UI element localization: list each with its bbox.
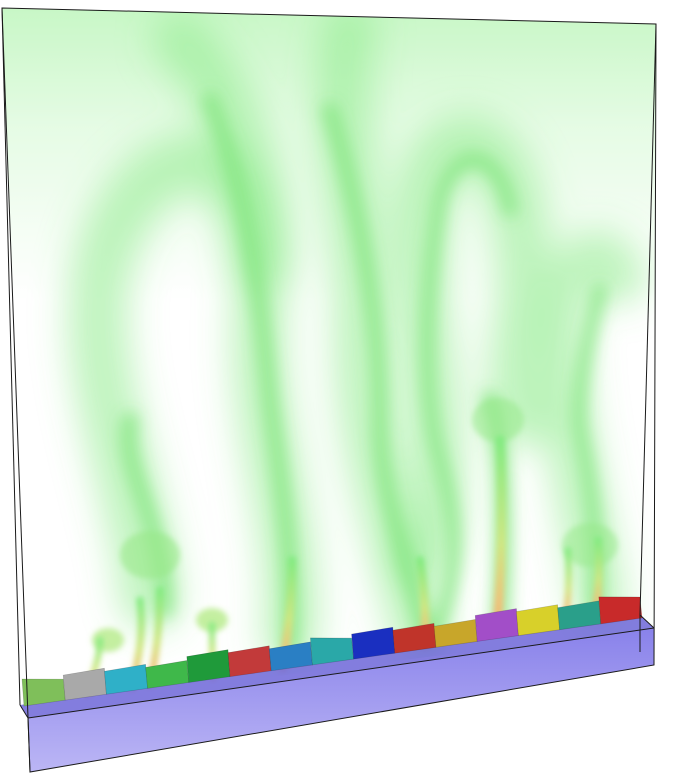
grain-layer — [21, 596, 643, 707]
slab-front — [28, 628, 654, 772]
substrate-slab — [20, 615, 654, 772]
domain-outline — [1, 7, 657, 773]
grain — [598, 596, 643, 625]
slab-top — [20, 615, 654, 718]
